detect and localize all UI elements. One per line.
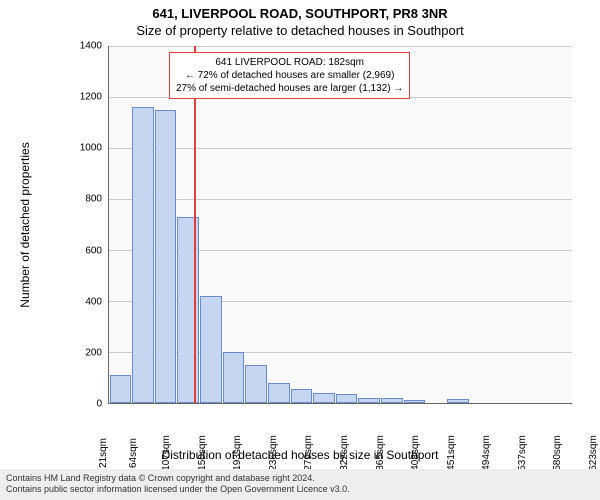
chart-container: 641, LIVERPOOL ROAD, SOUTHPORT, PR8 3NR … [0,0,600,500]
chart-area: Number of detached properties 0200400600… [66,46,574,404]
histogram-bar [447,399,469,403]
histogram-bar [358,398,380,403]
y-tick: 400 [85,296,102,307]
footer-line-1: Contains HM Land Registry data © Crown c… [6,473,594,485]
histogram-bar [155,110,177,403]
histogram-bar [177,217,199,403]
histogram-bar [313,393,335,403]
histogram-bar [268,383,290,403]
x-axis-labels: 21sqm64sqm107sqm150sqm193sqm236sqm279sqm… [108,404,572,454]
page-subtitle: Size of property relative to detached ho… [0,21,600,38]
x-axis-label: Distribution of detached houses by size … [0,448,600,462]
info-box: 641 LIVERPOOL ROAD: 182sqm ← 72% of deta… [169,52,410,99]
bars-group [109,46,572,403]
y-tick: 800 [85,194,102,205]
histogram-bar [245,365,267,403]
y-tick: 600 [85,245,102,256]
footer: Contains HM Land Registry data © Crown c… [0,469,600,500]
y-tick: 1200 [80,92,102,103]
histogram-bar [200,296,222,403]
histogram-bar [132,107,154,403]
y-axis: 0200400600800100012001400 [66,46,106,404]
histogram-bar [110,375,132,403]
info-line-2: ← 72% of detached houses are smaller (2,… [176,69,403,82]
y-tick: 1400 [80,41,102,52]
y-tick: 0 [96,399,102,410]
histogram-bar [381,398,403,403]
info-line-1: 641 LIVERPOOL ROAD: 182sqm [176,56,403,69]
plot-area: 641 LIVERPOOL ROAD: 182sqm ← 72% of deta… [108,46,572,404]
info-line-3: 27% of semi-detached houses are larger (… [176,82,403,95]
y-axis-label: Number of detached properties [18,142,32,307]
marker-line [194,46,196,403]
y-tick: 200 [85,347,102,358]
page-title: 641, LIVERPOOL ROAD, SOUTHPORT, PR8 3NR [0,0,600,21]
histogram-bar [336,394,358,403]
histogram-bar [291,389,313,403]
histogram-bar [404,400,426,403]
histogram-bar [223,352,245,403]
y-tick: 1000 [80,143,102,154]
footer-line-2: Contains public sector information licen… [6,484,594,496]
